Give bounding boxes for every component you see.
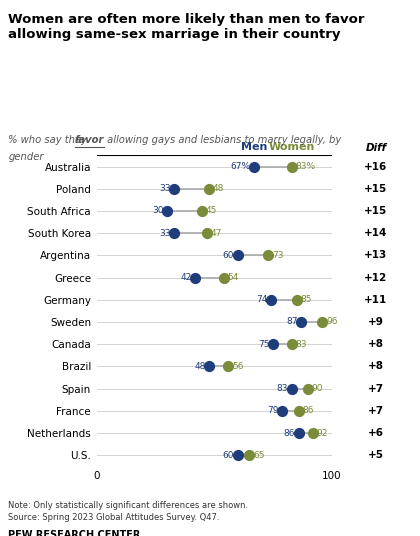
- Text: 56: 56: [232, 362, 243, 371]
- Point: [270, 340, 276, 348]
- Point: [305, 384, 312, 393]
- Text: +8: +8: [368, 361, 384, 371]
- Point: [293, 295, 300, 304]
- Text: favor: favor: [75, 135, 104, 145]
- Point: [164, 207, 171, 215]
- Point: [279, 406, 286, 415]
- Text: Note: Only statistically significant differences are shown.: Note: Only statistically significant dif…: [8, 501, 249, 510]
- Text: Women: Women: [269, 142, 315, 152]
- Text: 83: 83: [277, 384, 288, 393]
- Text: 83%: 83%: [295, 162, 315, 171]
- Text: 60: 60: [223, 251, 234, 260]
- Text: 47: 47: [211, 229, 222, 237]
- Text: gender: gender: [8, 152, 44, 162]
- Text: 85: 85: [300, 295, 312, 304]
- Text: 42: 42: [181, 273, 192, 282]
- Point: [289, 340, 295, 348]
- Text: +7: +7: [368, 384, 384, 393]
- Point: [265, 251, 272, 259]
- Text: 30: 30: [152, 206, 164, 215]
- Text: +11: +11: [364, 295, 388, 305]
- Text: 48: 48: [213, 184, 224, 193]
- Point: [289, 384, 295, 393]
- Point: [319, 318, 326, 326]
- Text: +7: +7: [368, 406, 384, 416]
- Point: [296, 406, 302, 415]
- Text: 90: 90: [312, 384, 323, 393]
- Text: +6: +6: [368, 428, 384, 438]
- Text: 87: 87: [286, 317, 298, 326]
- Text: 96: 96: [326, 317, 337, 326]
- Text: +15: +15: [364, 206, 388, 216]
- Point: [251, 162, 257, 171]
- Text: 65: 65: [253, 451, 265, 460]
- Point: [234, 451, 241, 459]
- Point: [298, 318, 304, 326]
- Text: 86: 86: [302, 406, 314, 415]
- Text: % who say they: % who say they: [8, 135, 91, 145]
- Text: 83: 83: [295, 340, 307, 349]
- Point: [204, 229, 210, 237]
- Text: allowing gays and lesbians to marry legally, by: allowing gays and lesbians to marry lega…: [104, 135, 341, 145]
- Text: +14: +14: [364, 228, 388, 238]
- Text: 86: 86: [284, 428, 295, 437]
- Text: Diff: Diff: [365, 143, 386, 153]
- Text: 48: 48: [194, 362, 206, 371]
- Text: +8: +8: [368, 339, 384, 349]
- Text: 33: 33: [159, 229, 171, 237]
- Text: Source: Spring 2023 Global Attitudes Survey. Q47.: Source: Spring 2023 Global Attitudes Sur…: [8, 513, 220, 522]
- Point: [199, 207, 206, 215]
- Text: +12: +12: [364, 273, 388, 282]
- Point: [225, 362, 232, 371]
- Text: +5: +5: [368, 450, 384, 460]
- Text: 67%: 67%: [231, 162, 251, 171]
- Text: 92: 92: [317, 428, 328, 437]
- Text: 60: 60: [223, 451, 234, 460]
- Point: [267, 295, 274, 304]
- Point: [246, 451, 253, 459]
- Text: +9: +9: [368, 317, 384, 327]
- Text: PEW RESEARCH CENTER: PEW RESEARCH CENTER: [8, 530, 141, 536]
- Text: 54: 54: [227, 273, 239, 282]
- Point: [171, 184, 178, 193]
- Text: Women are often more likely than men to favor
allowing same-sex marriage in thei: Women are often more likely than men to …: [8, 13, 365, 41]
- Point: [171, 229, 178, 237]
- Point: [234, 251, 241, 259]
- Point: [206, 362, 213, 371]
- Point: [289, 162, 295, 171]
- Point: [206, 184, 213, 193]
- Text: +15: +15: [364, 184, 388, 193]
- Text: Men: Men: [241, 142, 268, 152]
- Point: [220, 273, 227, 282]
- Text: 33: 33: [159, 184, 171, 193]
- Text: 73: 73: [272, 251, 284, 260]
- Point: [310, 429, 316, 437]
- Text: 79: 79: [268, 406, 279, 415]
- Text: +13: +13: [364, 250, 388, 260]
- Text: 45: 45: [206, 206, 217, 215]
- Text: 74: 74: [256, 295, 267, 304]
- Point: [192, 273, 199, 282]
- Point: [296, 429, 302, 437]
- Text: +16: +16: [364, 161, 388, 172]
- Text: 75: 75: [258, 340, 270, 349]
